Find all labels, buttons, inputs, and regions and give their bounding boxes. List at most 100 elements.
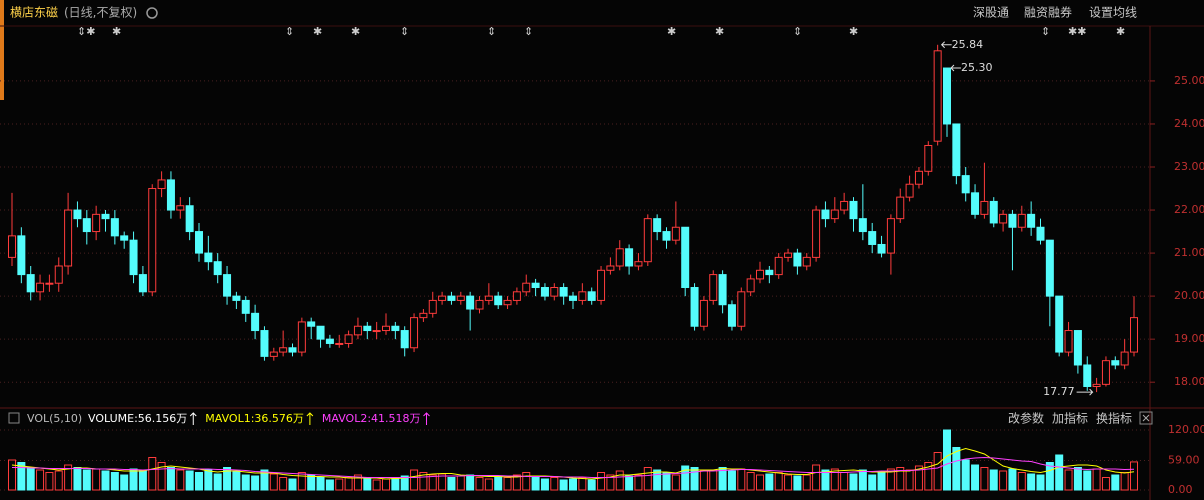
volume-bar (316, 477, 325, 491)
candle-body (129, 239, 138, 276)
candle-body (419, 312, 428, 319)
event-icon: ✱ (351, 25, 360, 38)
readout: VOLUME:56.156万 (88, 412, 187, 425)
link[interactable]: 融资融券 (1024, 5, 1072, 20)
candle-body (1008, 213, 1017, 228)
candle-body (802, 256, 811, 267)
event-icon: ✱✱ (1068, 25, 1086, 38)
volume-bar (868, 474, 877, 491)
candle-body (26, 274, 35, 293)
annotation-arrow (950, 64, 961, 72)
candle-body (615, 248, 624, 267)
candle-body (54, 265, 63, 284)
candle-body (924, 144, 933, 172)
candle-body (410, 317, 419, 349)
volume-bar (569, 478, 577, 491)
event-icon: ✱ (715, 25, 724, 38)
candle-body (484, 295, 493, 301)
volume-bar (325, 479, 334, 491)
volume-bar (989, 469, 998, 491)
candle-body (1027, 213, 1036, 228)
candle-body (971, 192, 980, 215)
volume-bar (615, 470, 624, 491)
settings-icon[interactable] (146, 7, 158, 19)
volume-bar (812, 464, 821, 491)
candle-body (774, 256, 783, 276)
candle-body (400, 330, 409, 349)
candle-body (531, 282, 540, 289)
candle-body (569, 295, 577, 301)
y-tick-label: 21.00 (1174, 246, 1204, 259)
volume-bar (475, 477, 484, 491)
candle-body (148, 188, 157, 293)
candle-body (1055, 295, 1064, 353)
volume-bar (101, 470, 110, 491)
volume-bar (774, 472, 783, 491)
volume-bar (709, 469, 718, 491)
volume-bar (896, 467, 905, 491)
candle-body (699, 299, 708, 327)
volume-bar (8, 459, 16, 491)
volume-bar (690, 467, 699, 491)
link[interactable]: 设置均线 (1089, 6, 1137, 20)
button[interactable]: 加指标 (1052, 411, 1088, 426)
candle-body (737, 291, 746, 327)
button[interactable]: 换指标 (1096, 411, 1132, 426)
volume-bar (531, 475, 540, 491)
volume-bar (597, 472, 606, 491)
volume-bar (17, 462, 26, 491)
candle-body (8, 235, 16, 258)
volume-bar (971, 464, 980, 491)
candle-body (251, 312, 260, 332)
candle-body (438, 295, 447, 301)
y-tick-label: 20.00 (1174, 289, 1204, 302)
volume-bar (980, 467, 989, 491)
candle-body (746, 278, 755, 293)
volume-bar (625, 475, 634, 491)
candle-body (606, 265, 615, 271)
candle-body (671, 226, 680, 241)
candle-body (559, 287, 568, 297)
candle-body (634, 261, 643, 267)
close-button[interactable] (1139, 411, 1153, 425)
candle-body (877, 243, 886, 254)
annotation: 25.84 (952, 38, 984, 51)
candle-body (961, 175, 970, 194)
button[interactable]: 改参数 (1008, 411, 1044, 426)
link[interactable]: 深股通 (973, 6, 1009, 20)
period[interactable]: (日线,不复权) (64, 6, 137, 20)
candle-body (101, 213, 110, 220)
volume-bar (1055, 454, 1064, 491)
candle-body (138, 274, 147, 293)
candle-body (1017, 213, 1026, 228)
candle-body (110, 218, 119, 237)
volume-title: VOL(5,10) (27, 412, 82, 425)
candle-body (784, 252, 793, 258)
volume-bar (756, 474, 764, 491)
candle-body (325, 338, 334, 344)
candle-body (213, 261, 222, 276)
arrow-icon (423, 412, 430, 425)
candle-body (690, 287, 699, 327)
volume-bar (185, 470, 194, 491)
volume-bar (671, 474, 680, 491)
volume-bar (241, 474, 250, 491)
candle-body (335, 342, 344, 345)
candle-body (260, 330, 269, 357)
volume-bar (961, 459, 970, 491)
volume-bar (456, 475, 465, 491)
candle-body (933, 50, 942, 142)
candle-body (344, 334, 353, 344)
volume-bar (952, 447, 961, 491)
candle-body (307, 321, 316, 327)
candle-body (756, 269, 764, 280)
volume-bar (36, 469, 45, 491)
candle-body (896, 196, 905, 220)
volume-bar (886, 468, 895, 491)
volume-bar (484, 478, 493, 491)
candle-body (157, 179, 166, 190)
volume-bar (765, 473, 774, 491)
volume-bar (110, 472, 119, 491)
panel-icon[interactable] (8, 412, 20, 424)
volume-bar (148, 457, 157, 491)
